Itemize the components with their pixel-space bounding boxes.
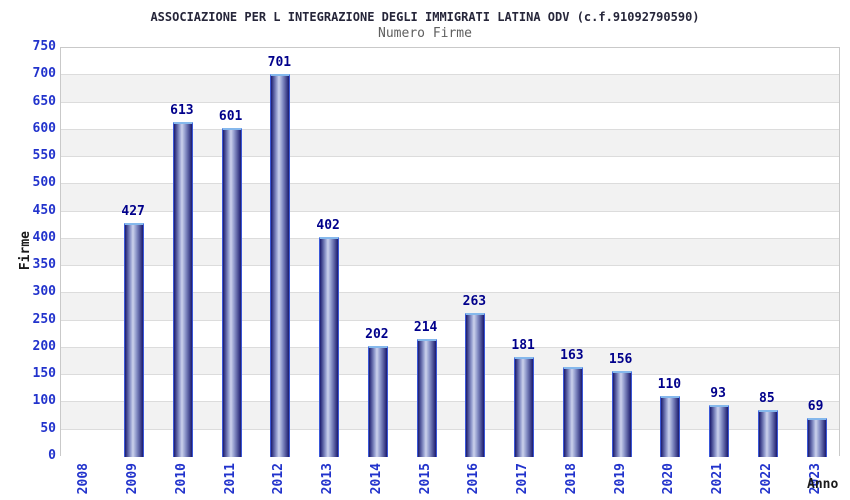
gridline bbox=[61, 237, 839, 239]
y-tick-label: 450 bbox=[32, 202, 56, 218]
bar-value-label: 427 bbox=[121, 204, 145, 220]
y-axis-title: Firme bbox=[18, 231, 33, 271]
bar-value-label: 202 bbox=[365, 326, 389, 342]
bar-value-label: 156 bbox=[608, 351, 633, 367]
bar-value-label: 163 bbox=[560, 348, 584, 364]
chart-subtitle: Numero Firme bbox=[378, 26, 472, 41]
bar-value-label: 93 bbox=[710, 386, 726, 402]
bar-value-label: 214 bbox=[413, 320, 438, 336]
gridline bbox=[61, 265, 839, 267]
plot-band bbox=[61, 75, 839, 103]
x-tick-label-2021: 2021 bbox=[710, 463, 726, 495]
x-axis-title: Anno bbox=[807, 477, 839, 492]
x-tick-label-2016: 2016 bbox=[466, 463, 482, 495]
y-tick-label: 200 bbox=[32, 338, 56, 354]
bar-2014 bbox=[367, 345, 388, 457]
gridline bbox=[61, 346, 839, 348]
gridline bbox=[61, 319, 839, 321]
y-tick-label: 300 bbox=[32, 284, 56, 300]
bar-2018 bbox=[562, 367, 583, 457]
chart-title: ASSOCIAZIONE PER L INTEGRAZIONE DEGLI IM… bbox=[150, 10, 700, 24]
gridline bbox=[61, 101, 839, 103]
x-tick-label-2020: 2020 bbox=[661, 463, 677, 495]
gridline bbox=[61, 128, 839, 130]
y-tick-label: 600 bbox=[32, 120, 56, 136]
bar-value-label: 85 bbox=[759, 390, 775, 406]
x-tick-label-2018: 2018 bbox=[563, 463, 579, 495]
gridline bbox=[61, 428, 839, 430]
plot-area bbox=[60, 47, 840, 457]
y-tick-label: 250 bbox=[32, 311, 56, 327]
x-tick-label-2015: 2015 bbox=[417, 463, 433, 495]
bar-value-label: 69 bbox=[807, 399, 824, 415]
x-tick-label-2008: 2008 bbox=[76, 463, 92, 495]
gridline bbox=[61, 374, 839, 376]
y-tick-label: 550 bbox=[32, 148, 56, 164]
bar-2011 bbox=[221, 128, 242, 457]
bar-2021 bbox=[709, 405, 730, 457]
x-tick-label-2009: 2009 bbox=[125, 463, 141, 495]
x-tick-label-2011: 2011 bbox=[222, 463, 238, 495]
gridline bbox=[61, 210, 839, 212]
gridline bbox=[61, 401, 839, 403]
bar-value-label: 110 bbox=[657, 377, 682, 392]
bar-2013 bbox=[319, 236, 340, 457]
x-tick-label-2012: 2012 bbox=[271, 463, 287, 495]
x-tick-label-2022: 2022 bbox=[758, 463, 774, 495]
y-tick-label: 500 bbox=[32, 175, 56, 191]
x-tick-label-2019: 2019 bbox=[612, 463, 628, 495]
bar-value-label: 263 bbox=[462, 293, 487, 309]
bar-2020 bbox=[660, 396, 681, 457]
plot-band bbox=[61, 48, 839, 76]
bar-2009 bbox=[124, 223, 145, 457]
x-tick-label-2014: 2014 bbox=[368, 463, 384, 495]
y-tick-label: 750 bbox=[32, 39, 56, 54]
gridline bbox=[61, 292, 839, 294]
bar-value-label: 601 bbox=[218, 109, 243, 125]
bar-2012 bbox=[270, 73, 291, 457]
bar-2016 bbox=[465, 312, 486, 457]
bar-2017 bbox=[514, 357, 535, 457]
bar-value-label: 181 bbox=[511, 338, 535, 354]
bar-value-label: 701 bbox=[267, 54, 292, 70]
bar-2022 bbox=[757, 409, 778, 457]
y-tick-label: 650 bbox=[32, 93, 56, 109]
y-tick-label: 350 bbox=[32, 257, 56, 273]
y-tick-label: 100 bbox=[32, 393, 56, 409]
gridline bbox=[61, 183, 839, 185]
bar-value-label: 402 bbox=[316, 217, 340, 233]
y-tick-label: 50 bbox=[40, 420, 56, 436]
gridline bbox=[61, 74, 839, 76]
bar-2010 bbox=[172, 121, 193, 457]
x-tick-label-2013: 2013 bbox=[320, 463, 336, 495]
bar-value-label: 613 bbox=[170, 102, 194, 118]
x-tick-label-2010: 2010 bbox=[173, 463, 189, 495]
y-tick-label: 0 bbox=[48, 448, 56, 463]
y-tick-label: 400 bbox=[32, 229, 56, 245]
x-tick-label-2017: 2017 bbox=[515, 463, 531, 495]
bar-2019 bbox=[611, 370, 632, 457]
y-tick-label: 700 bbox=[32, 66, 56, 82]
bar-2023 bbox=[806, 418, 827, 457]
y-tick-label: 150 bbox=[32, 366, 56, 382]
bar-2015 bbox=[416, 339, 437, 457]
gridline bbox=[61, 156, 839, 158]
